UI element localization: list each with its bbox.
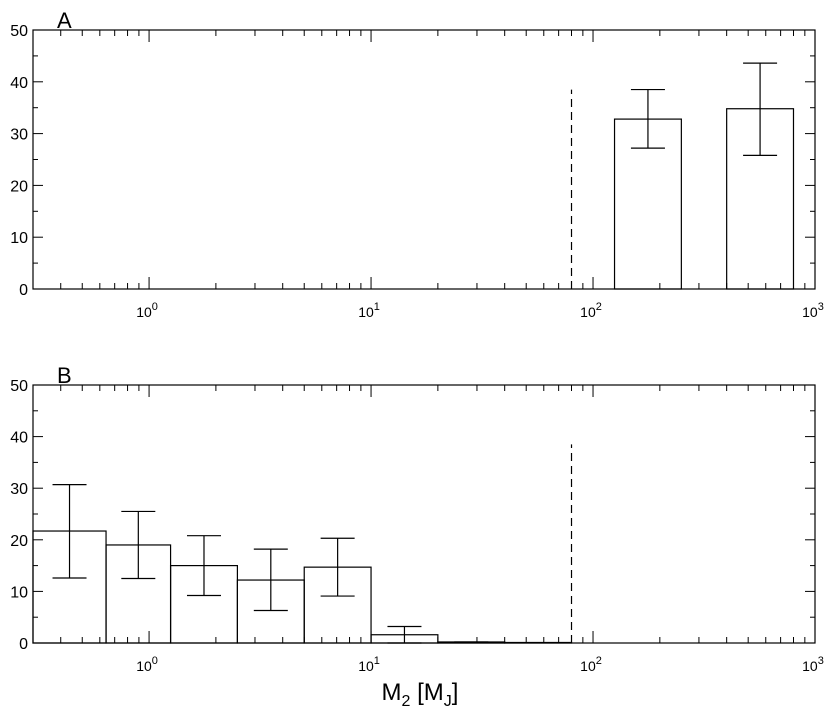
x-axis-label-main: M (382, 679, 402, 706)
x-tick-label-base: 10 (136, 658, 152, 674)
y-tick-label: 30 (10, 481, 28, 498)
x-tick-label-base: 10 (136, 304, 152, 320)
x-tick-label: 100 (136, 655, 158, 674)
x-tick-label: 103 (802, 655, 824, 674)
x-tick-label-base: 10 (580, 304, 596, 320)
x-tick-label-exponent: 1 (374, 655, 380, 667)
y-tick-label: 20 (10, 533, 28, 550)
y-tick-label: 20 (10, 178, 28, 195)
y-tick-label: 50 (10, 23, 28, 40)
x-tick-label-exponent: 2 (596, 655, 602, 667)
y-tick-label: 10 (10, 584, 28, 601)
x-tick-label-base: 10 (358, 658, 374, 674)
x-tick-label-base: 10 (802, 304, 818, 320)
x-axis-label-sub: 2 (402, 693, 411, 710)
x-tick-label-exponent: 0 (152, 655, 158, 667)
x-axis-label-bracket-close: ] (452, 679, 459, 706)
x-tick-label-exponent: 3 (818, 655, 824, 667)
x-tick-label: 103 (802, 301, 824, 320)
x-tick-label: 102 (580, 655, 602, 674)
plot-frame (32, 384, 816, 644)
y-tick-label: 40 (10, 75, 28, 92)
x-tick-label: 102 (580, 301, 602, 320)
plot-frame (32, 29, 816, 290)
y-tick-label: 50 (10, 378, 28, 395)
y-tick-label: 30 (10, 127, 28, 144)
x-tick-label: 100 (136, 301, 158, 320)
panel-label: B (57, 363, 72, 388)
y-tick-label: 0 (19, 636, 28, 653)
x-tick-label: 101 (358, 655, 380, 674)
x-tick-label-exponent: 2 (596, 301, 602, 313)
x-tick-label: 101 (358, 301, 380, 320)
x-tick-label-exponent: 0 (152, 301, 158, 313)
panel-label: A (57, 8, 72, 33)
x-axis-label: M2 [MJ] (382, 679, 459, 710)
x-axis-label-bracket-sub: J (444, 693, 452, 710)
histogram-bar (504, 641, 573, 644)
y-tick-label: 40 (10, 430, 28, 447)
y-tick-label: 0 (19, 282, 28, 299)
x-tick-label-exponent: 1 (374, 301, 380, 313)
x-tick-label-base: 10 (358, 304, 374, 320)
y-tick-label: 10 (10, 230, 28, 247)
x-tick-label-base: 10 (802, 658, 818, 674)
x-axis-label-bracket-open: [M (410, 679, 443, 706)
x-tick-label-exponent: 3 (818, 301, 824, 313)
x-tick-label-base: 10 (580, 658, 596, 674)
